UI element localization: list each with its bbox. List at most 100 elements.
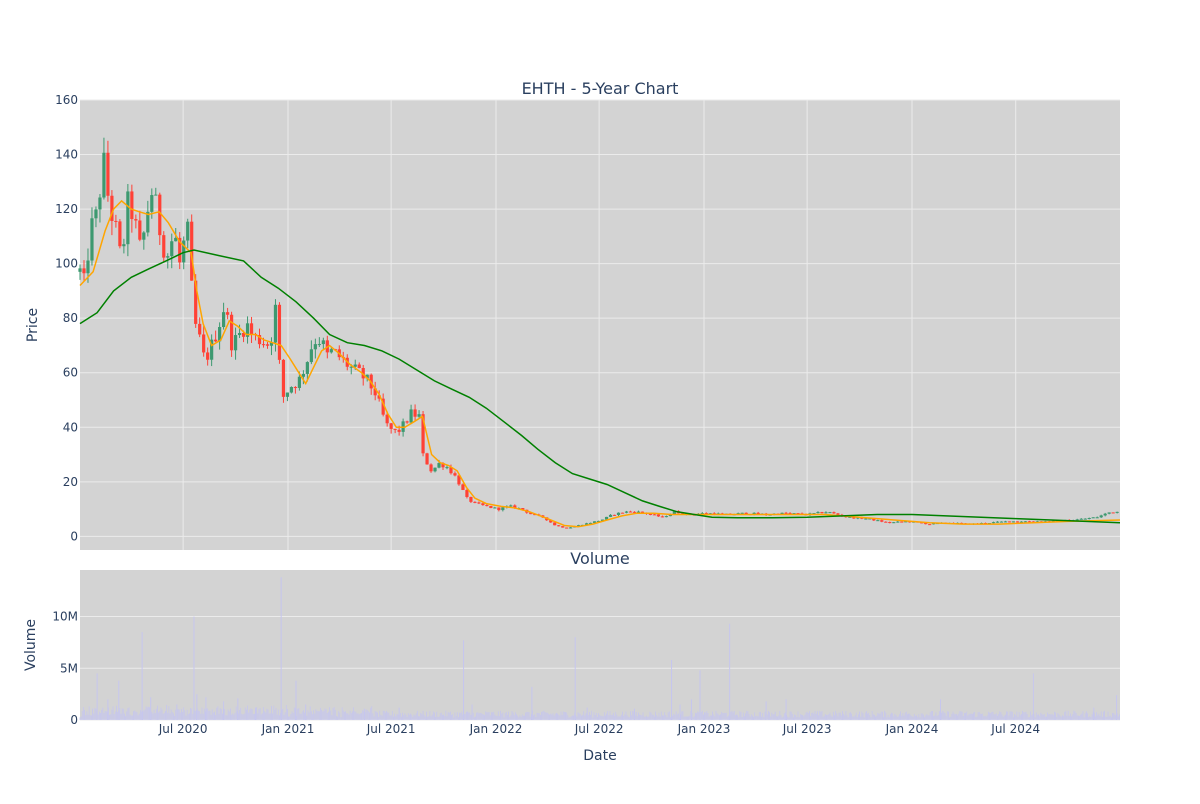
price-y-tick-label: 60 [63,366,78,380]
candle-body [1023,521,1028,523]
candle-body [421,414,425,454]
volume-y-tick-labels: 0 5M 10M [52,610,78,727]
candle-body [620,512,625,514]
price-y-tick-label: 80 [63,311,78,325]
candle-body [780,512,784,515]
candle-body [142,232,146,240]
candle-body [393,428,397,430]
candle-body [752,512,756,515]
price-y-tick-label: 120 [55,202,78,216]
candle-body [78,268,82,272]
candle-body [481,503,485,506]
short-moving-average-line [79,199,1121,528]
candle-body [784,512,788,514]
candle-body [652,514,657,516]
candle-body [592,521,597,523]
candle-body [82,268,86,274]
candle-body [1115,511,1119,513]
candle-body [1079,518,1083,520]
candle-body [417,414,421,417]
candle-body [413,409,417,417]
price-axis-label: Price [25,308,41,342]
candle-body [836,513,840,515]
candle-body [648,513,653,515]
price-y-tick-label: 0 [70,529,78,543]
candle-body [995,521,1000,523]
candle-body [1011,521,1016,523]
candle-body [608,514,613,517]
candle-body [1075,519,1079,521]
candle-body [441,463,445,468]
candle-body [154,194,158,196]
candle-body [233,335,238,351]
candle-body [134,219,138,221]
candle-body [1003,521,1008,523]
candle-body [453,473,457,476]
candle-body [381,398,385,415]
candle-body [756,512,760,515]
candle-body [1091,517,1095,519]
volume-y-tick-label: 10M [52,610,78,624]
candle-body [736,513,740,515]
candle-body [102,152,106,198]
candle-body [186,221,190,241]
candle-body [485,505,489,507]
candle-body [194,280,198,324]
candle-body [1083,518,1087,520]
candle-body [385,414,389,424]
candle-body [569,527,573,529]
candle-body [904,521,908,523]
candle-body [876,520,880,522]
candle-body [433,467,437,472]
candle-body [409,409,413,423]
candle-body [237,332,242,336]
candle-body [1007,521,1012,523]
price-y-tick-label: 100 [55,257,78,271]
price-y-tick-label: 160 [55,93,78,107]
candle-body [585,523,589,525]
candle-body [301,373,305,377]
candle-body [405,421,409,423]
candle-body [656,514,661,517]
candle-body [317,344,321,346]
candle-body [700,513,704,515]
candle-body [636,511,641,513]
candle-body [628,511,633,513]
candle-body [202,334,206,353]
candle-body [138,220,142,240]
candle-body [365,374,369,379]
date-tick-labels: Jul 2020 Jan 2021 Jul 2021 Jan 2022 Jul 2022… [158,722,1040,736]
candle-body [389,423,393,429]
candle-body [249,323,254,335]
date-tick-label: Jul 2024 [990,722,1040,736]
candle-body [218,327,222,342]
candle-body [816,512,820,514]
candle-body [501,507,505,511]
price-y-tick-labels: 0 20 40 60 80 100 120 140 160 [55,93,78,543]
candle-body [122,244,126,247]
candle-body [281,359,286,397]
candle-body [744,512,748,515]
candle-body [225,312,230,315]
candle-body [90,218,94,261]
candle-body [884,521,888,523]
candle-body [473,501,477,503]
volume-axis-label: Volume [23,619,39,671]
candle-body [269,342,274,346]
volume-y-tick-label: 0 [70,713,78,727]
candle-body [146,211,150,233]
candle-body [265,344,270,346]
candle-body [1087,518,1091,520]
candle-body [660,516,664,518]
candle-body [465,489,469,497]
candle-body [222,312,226,328]
long-moving-average-line [79,249,1121,524]
date-tick-label: Jul 2020 [158,722,208,736]
candle-body [198,323,202,335]
candle-body [261,344,266,346]
candle-body [672,511,676,515]
candle-body [549,520,553,523]
price-y-tick-label: 140 [55,148,78,162]
candle-body [110,195,114,221]
